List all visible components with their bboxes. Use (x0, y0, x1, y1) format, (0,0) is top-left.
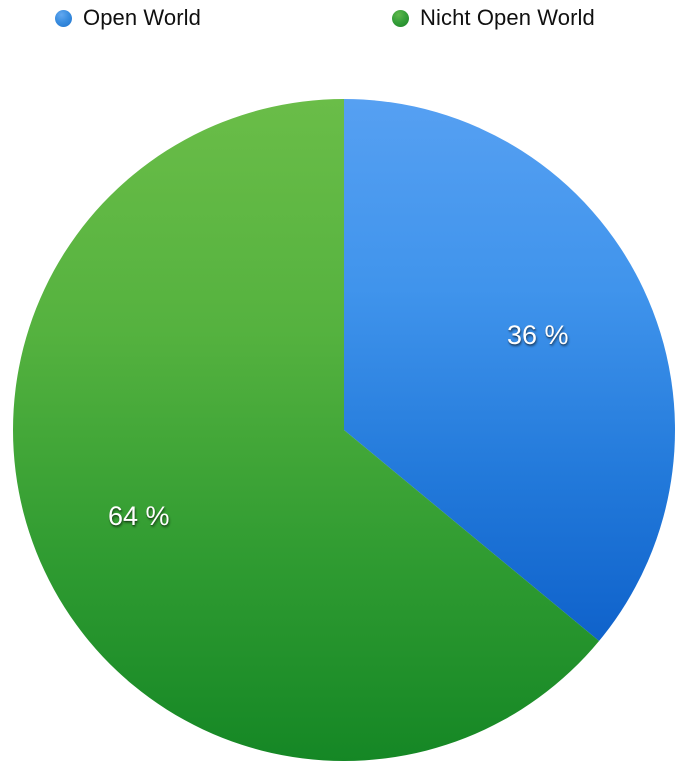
pie-slice-value-label: 36 % (507, 320, 569, 350)
legend-circle-marker-blue-icon (55, 9, 72, 27)
pie-slice-value-label: 64 % (108, 501, 170, 531)
legend-item-label: Open World (83, 5, 201, 30)
legend-item-open-world[interactable]: Open World (55, 4, 201, 32)
legend-circle-marker-green-icon (392, 9, 409, 27)
legend-item-label: Nicht Open World (420, 5, 595, 30)
legend-item-nicht-open-world[interactable]: Nicht Open World (392, 4, 595, 32)
chart-legend: Open World Nicht Open World (0, 0, 693, 44)
pie-slice-nicht-open-world[interactable] (13, 99, 600, 761)
pie-slice-open-world[interactable] (344, 98, 676, 641)
